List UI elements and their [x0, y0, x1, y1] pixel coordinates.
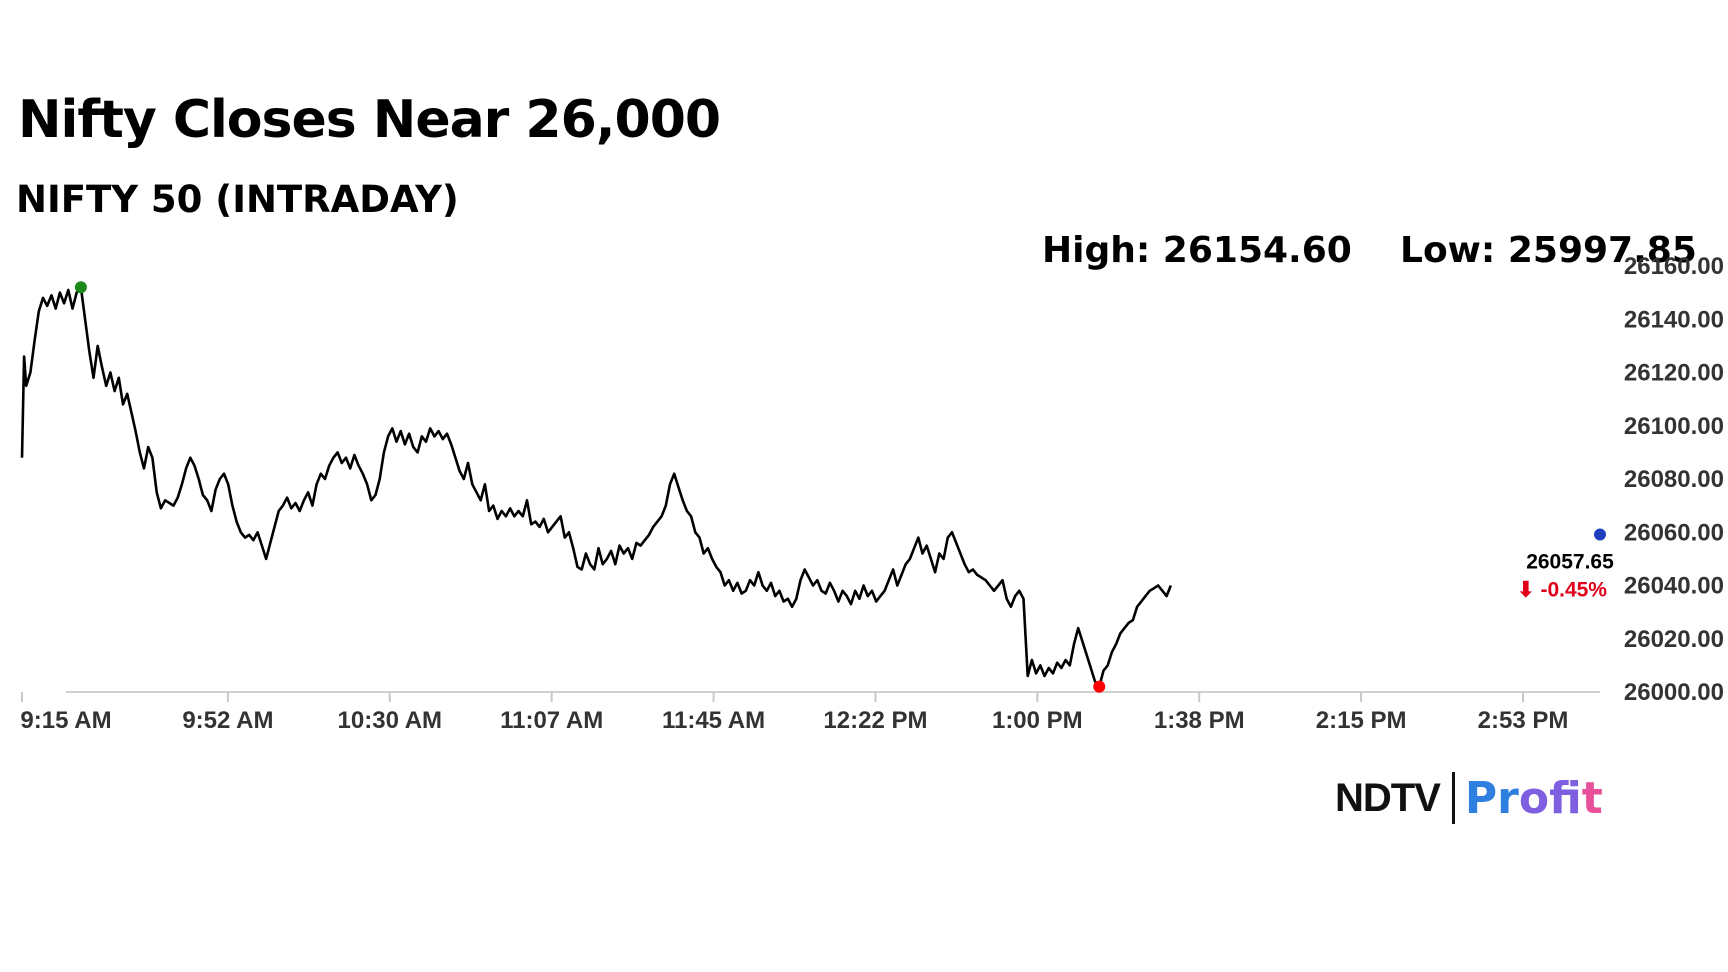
y-tick-label: 26040.00: [1624, 573, 1724, 600]
chart-title: Nifty Closes Near 26,000: [18, 90, 721, 150]
x-tick-label: 9:52 AM: [182, 707, 273, 734]
last-price-label: 26057.65: [1526, 551, 1614, 574]
y-tick-label: 26100.00: [1624, 413, 1724, 440]
low-value: Low: 25997.85: [1400, 230, 1697, 271]
high-marker: [74, 281, 87, 294]
ndtv-profit-logo: NDTV Profit: [1335, 770, 1603, 826]
y-tick-label: 26080.00: [1624, 466, 1724, 493]
x-tick-label: 9:15 AM: [20, 707, 111, 734]
change-percent-label: ⬇ -0.45%: [1517, 579, 1607, 602]
ndtv-wordmark: NDTV: [1335, 775, 1441, 820]
x-tick-label: 2:53 PM: [1478, 707, 1569, 734]
last-price-marker: [1594, 528, 1606, 541]
x-tick-label: 11:45 AM: [662, 707, 765, 734]
x-tick-label: 2:15 PM: [1316, 707, 1407, 734]
price-series-line: [20, 286, 1173, 688]
logo-divider: [1451, 772, 1455, 824]
y-tick-label: 26000.00: [1624, 679, 1724, 706]
chart-subtitle: NIFTY 50 (INTRADAY): [16, 178, 459, 221]
profit-wordmark: Profit: [1464, 772, 1603, 824]
x-tick-label: 11:07 AM: [500, 707, 603, 734]
y-tick-label: 26020.00: [1624, 626, 1724, 653]
low-marker: [1093, 680, 1106, 693]
y-tick-label: 26060.00: [1624, 519, 1724, 546]
y-axis-ticks: 26000.00 26020.00 26040.00 26060.00 26080.00…: [1624, 253, 1724, 706]
y-tick-label: 26160.00: [1624, 253, 1724, 280]
y-tick-label: 26140.00: [1624, 306, 1724, 333]
x-tick-label: 1:38 PM: [1154, 707, 1245, 734]
y-tick-label: 26120.00: [1624, 360, 1724, 387]
x-tick-label: 1:00 PM: [992, 707, 1083, 734]
x-tick-label: 10:30 AM: [338, 707, 442, 734]
x-tick-label: 12:22 PM: [823, 707, 927, 734]
x-axis-ticks: 9:15 AM 9:52 AM 10:30 AM 11:07 AM 11:45 AM 12…: [20, 692, 1568, 734]
high-value: High: 26154.60: [1042, 230, 1352, 271]
